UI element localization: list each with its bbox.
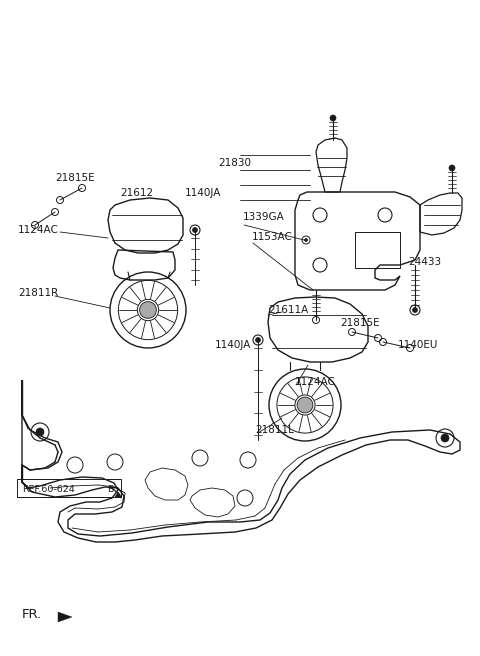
- Polygon shape: [115, 492, 122, 498]
- Text: 21612: 21612: [120, 188, 153, 198]
- Text: 1339GA: 1339GA: [243, 212, 285, 222]
- Text: 21830: 21830: [218, 158, 251, 168]
- Text: FR.: FR.: [22, 607, 42, 621]
- Circle shape: [297, 397, 313, 413]
- Text: 1124AC: 1124AC: [295, 377, 336, 387]
- Text: 1140JA: 1140JA: [215, 340, 252, 350]
- Text: B: B: [107, 485, 113, 495]
- Text: 1124AC: 1124AC: [18, 225, 59, 235]
- Text: 1140EU: 1140EU: [398, 340, 438, 350]
- Text: 1153AC: 1153AC: [252, 232, 293, 242]
- Text: 21811L: 21811L: [255, 425, 294, 435]
- Circle shape: [412, 308, 418, 312]
- Circle shape: [192, 228, 197, 232]
- Circle shape: [304, 239, 308, 241]
- Circle shape: [330, 115, 336, 121]
- Text: 21815E: 21815E: [340, 318, 380, 328]
- Circle shape: [140, 302, 156, 318]
- Text: 21815E: 21815E: [55, 173, 95, 183]
- Text: 21611A: 21611A: [268, 305, 308, 315]
- Text: 21811R: 21811R: [18, 288, 58, 298]
- Text: 1140JA: 1140JA: [185, 188, 221, 198]
- Circle shape: [449, 165, 455, 171]
- Circle shape: [36, 428, 44, 436]
- Text: 24433: 24433: [408, 257, 441, 267]
- Circle shape: [441, 434, 449, 442]
- Polygon shape: [58, 612, 72, 622]
- Circle shape: [255, 337, 261, 342]
- Text: REF.60-624: REF.60-624: [22, 485, 75, 495]
